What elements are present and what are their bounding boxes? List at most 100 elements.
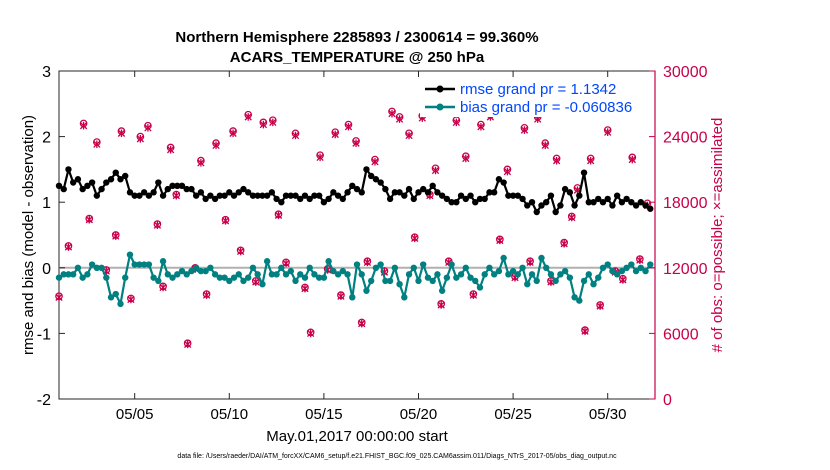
y-tick-label: 3 bbox=[42, 64, 51, 81]
bias-point bbox=[131, 261, 138, 268]
rmse-point bbox=[249, 192, 257, 199]
rmse-point bbox=[145, 192, 153, 199]
bias-point bbox=[55, 274, 63, 281]
obs-assimilated-point bbox=[144, 124, 152, 132]
y2-tick-label: 6000 bbox=[663, 326, 699, 343]
bias-point bbox=[112, 290, 119, 298]
obs-assimilated-point bbox=[55, 293, 63, 302]
legend-bias-marker bbox=[436, 103, 444, 111]
bias-point bbox=[282, 271, 290, 278]
bias-point bbox=[174, 271, 181, 278]
obs-assimilated-point bbox=[282, 259, 290, 268]
obs-assimilated-point bbox=[560, 239, 568, 248]
bias-point bbox=[462, 264, 469, 271]
rmse-point bbox=[500, 179, 507, 186]
obs-assimilated-point bbox=[431, 166, 440, 175]
x-tick-label: 05/15 bbox=[305, 406, 343, 423]
obs-assimilated-point bbox=[112, 232, 120, 240]
bias-point bbox=[429, 277, 436, 285]
bias-point bbox=[169, 274, 176, 281]
x-axis-label: May.01,2017 00:00:00 start bbox=[266, 428, 448, 445]
rmse-point bbox=[278, 199, 285, 206]
bias-point bbox=[145, 261, 153, 268]
obs-assimilated-point bbox=[405, 131, 413, 140]
legend-rmse-marker bbox=[436, 85, 444, 93]
rmse-point bbox=[519, 195, 526, 203]
bias-point bbox=[547, 271, 555, 278]
bias-point bbox=[505, 271, 512, 278]
rmse-point bbox=[599, 199, 607, 206]
obs-assimilated-point bbox=[202, 291, 211, 299]
obs-assimilated-point bbox=[153, 221, 162, 229]
rmse-point bbox=[93, 192, 101, 199]
bias-point bbox=[637, 264, 645, 271]
y2-axis-label: # of obs: o=possible; ×=assimilated bbox=[709, 118, 726, 353]
x-tick-label: 05/25 bbox=[494, 406, 532, 423]
rmse-point bbox=[112, 169, 119, 176]
rmse-point bbox=[642, 202, 649, 209]
obs-assimilated-point bbox=[587, 156, 595, 165]
bias-point bbox=[566, 274, 574, 281]
obs-assimilated-point bbox=[388, 109, 396, 118]
obs-assimilated-point bbox=[363, 258, 372, 267]
bias-point bbox=[88, 261, 96, 268]
rmse-point bbox=[377, 179, 384, 186]
bias-point bbox=[69, 271, 77, 278]
rmse-point bbox=[88, 179, 96, 186]
bias-point bbox=[495, 267, 503, 275]
obs-assimilated-point bbox=[127, 295, 135, 304]
obs-assimilated-point bbox=[85, 215, 93, 224]
obs-assimilated-point bbox=[462, 154, 470, 163]
rmse-point bbox=[623, 195, 630, 203]
rmse-point bbox=[467, 192, 474, 199]
obs-assimilated-point bbox=[64, 243, 73, 251]
rmse-point bbox=[490, 189, 498, 196]
bias-point bbox=[320, 274, 328, 281]
bias-point bbox=[585, 271, 592, 278]
bias-point bbox=[240, 277, 247, 285]
bias-point bbox=[604, 261, 611, 268]
rmse-point bbox=[580, 169, 588, 176]
bias-point bbox=[159, 258, 167, 265]
bias-point bbox=[358, 271, 365, 278]
bias-point bbox=[415, 277, 422, 285]
x-tick-label: 05/30 bbox=[589, 406, 627, 423]
rmse-point bbox=[443, 195, 451, 203]
rmse-point bbox=[202, 195, 209, 203]
rmse-point bbox=[528, 199, 536, 206]
bias-point bbox=[136, 261, 143, 268]
rmse-point bbox=[561, 185, 569, 193]
bias-point bbox=[107, 294, 115, 301]
bias-point bbox=[192, 264, 200, 271]
bias-point bbox=[590, 281, 597, 288]
rmse-point bbox=[632, 202, 640, 209]
rmse-point bbox=[595, 195, 602, 203]
rmse-point bbox=[292, 192, 299, 199]
bias-point bbox=[84, 271, 91, 278]
bias-point bbox=[254, 271, 261, 278]
rmse-point bbox=[472, 199, 479, 206]
axis-ticks: -2 -1 0 1 2 3 0 6000 12000 18000 24000 30000 05/05 05… bbox=[37, 64, 708, 423]
rmse-point bbox=[273, 195, 280, 203]
rmse-point bbox=[590, 199, 597, 206]
bias-point bbox=[457, 271, 465, 278]
rmse-point bbox=[263, 192, 271, 199]
bias-point bbox=[543, 264, 550, 271]
bias-point bbox=[292, 277, 299, 285]
rmse-point bbox=[486, 189, 493, 196]
rmse-point bbox=[79, 185, 86, 193]
rmse-point bbox=[552, 208, 559, 216]
rmse-point bbox=[543, 199, 550, 206]
rmse-point bbox=[74, 176, 82, 183]
bias-point bbox=[221, 274, 228, 281]
rmse-point bbox=[197, 189, 205, 196]
bias-point bbox=[273, 271, 280, 278]
rmse-point bbox=[254, 192, 261, 199]
bias-point bbox=[623, 264, 630, 271]
rmse-point bbox=[282, 192, 290, 199]
rmse-point bbox=[434, 189, 441, 196]
bias-point bbox=[211, 271, 219, 278]
bias-point bbox=[613, 271, 621, 278]
rmse-point bbox=[429, 182, 436, 189]
bias-point bbox=[443, 274, 451, 281]
